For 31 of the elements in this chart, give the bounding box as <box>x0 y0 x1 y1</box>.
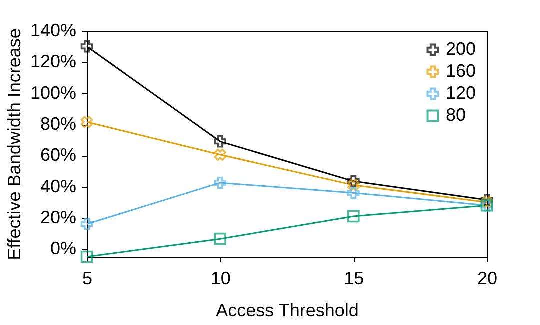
point <box>214 136 226 148</box>
point <box>80 116 94 128</box>
y-tick-label: 40% <box>40 176 76 196</box>
point <box>348 179 360 192</box>
y-tick-label: 120% <box>30 52 76 72</box>
x-tick-label: 5 <box>82 268 93 288</box>
point <box>80 218 94 230</box>
y-tick-label: 60% <box>40 145 76 166</box>
x-tick-label: 15 <box>344 268 364 288</box>
x-axis-title: Access Threshold <box>216 300 359 320</box>
point <box>80 250 94 264</box>
y-axis-title: Effective Bandwidth Increase <box>4 28 24 260</box>
y-tick-label: 80% <box>40 114 76 134</box>
y-tick-label: 100% <box>30 82 76 103</box>
y-tick-label: 0% <box>50 238 76 259</box>
legend-label: 120 <box>446 83 476 103</box>
x-tick-label: 10 <box>210 268 231 288</box>
y-tick-label: 20% <box>40 208 76 228</box>
point <box>348 210 360 223</box>
legend-label: 80 <box>446 105 466 125</box>
point <box>214 148 226 161</box>
x-tick-label: 20 <box>477 268 498 288</box>
y-tick-label: 140% <box>30 20 76 40</box>
point <box>214 176 226 190</box>
legend-label: 160 <box>446 61 476 81</box>
point <box>348 175 360 188</box>
point <box>214 232 226 246</box>
legend-label: 200 <box>446 39 476 59</box>
point <box>480 196 494 209</box>
point <box>80 40 94 53</box>
point <box>348 186 360 200</box>
